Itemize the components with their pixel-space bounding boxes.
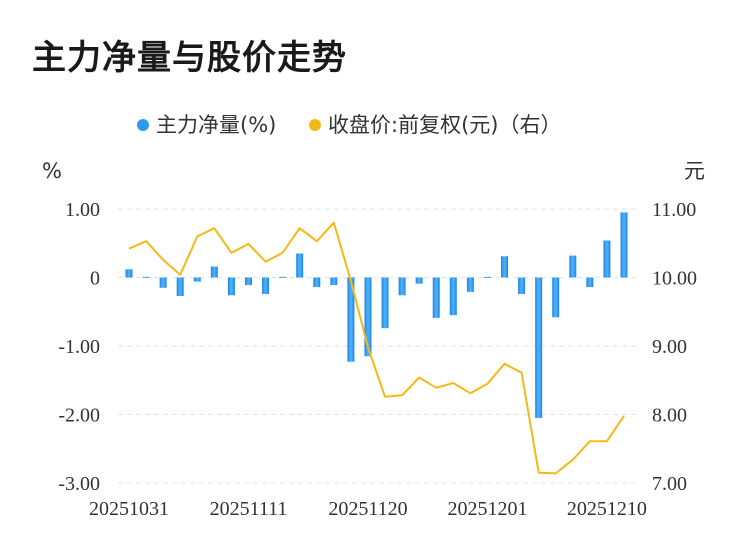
net-flow-bar <box>415 277 423 284</box>
right-tick-label: 10.00 <box>652 268 697 290</box>
net-flow-bar <box>125 269 133 278</box>
left-tick-label: -2.00 <box>58 405 100 427</box>
net-flow-bar <box>535 277 543 418</box>
left-tick-label: -3.00 <box>58 473 100 495</box>
legend-marker-net-flow <box>137 119 149 131</box>
right-tick-label: 9.00 <box>652 336 687 358</box>
net-flow-bar <box>347 277 355 362</box>
x-tick-label: 20251031 <box>89 498 169 520</box>
net-flow-bar <box>586 277 594 288</box>
net-flow-bar <box>176 277 184 296</box>
net-flow-bar <box>330 277 338 286</box>
net-flow-bar <box>518 277 526 294</box>
net-flow-bar <box>432 277 440 318</box>
net-flow-bar <box>501 256 509 278</box>
right-tick-label: 11.00 <box>652 199 696 221</box>
net-flow-bar <box>296 253 304 278</box>
net-flow-bar <box>159 277 167 288</box>
net-flow-bar <box>398 277 406 296</box>
net-flow-bar <box>466 277 474 292</box>
net-flow-bar <box>364 277 372 357</box>
net-flow-bar <box>620 212 628 278</box>
left-tick-label: 1.00 <box>65 199 100 221</box>
x-tick-label: 20251111 <box>210 498 288 520</box>
net-flow-bar <box>142 276 150 278</box>
net-flow-bar <box>262 277 270 294</box>
net-flow-bar <box>313 277 321 288</box>
right-tick-label: 8.00 <box>652 405 687 427</box>
legend-marker-close-price <box>309 119 321 131</box>
net-flow-bar <box>244 277 252 286</box>
legend-label-net-flow: 主力净量(%) <box>156 113 276 137</box>
close-price-line <box>128 221 625 475</box>
right-tick-label: 7.00 <box>652 473 687 495</box>
x-tick-label: 20251120 <box>328 498 407 520</box>
net-flow-bar <box>449 277 457 316</box>
left-tick-label: 0 <box>90 268 100 290</box>
net-flow-bar <box>227 277 235 296</box>
x-tick-label: 20251201 <box>447 498 527 520</box>
net-flow-bar <box>279 276 287 278</box>
net-flow-bar <box>381 277 389 329</box>
left-tick-label: -1.00 <box>58 336 100 358</box>
net-flow-bar <box>569 255 577 278</box>
x-tick-label: 20251210 <box>567 498 647 520</box>
net-flow-bar <box>552 277 560 318</box>
net-flow-bar <box>193 277 201 282</box>
legend-label-close-price: 收盘价:前复权(元)（右） <box>328 113 561 137</box>
net-flow-bar <box>603 240 611 278</box>
net-flow-bar <box>483 276 491 278</box>
net-flow-bar <box>210 266 218 278</box>
left-axis-unit: % <box>42 159 62 183</box>
right-axis-unit: 元 <box>684 159 705 183</box>
chart-title: 主力净量与股价走势 <box>32 38 347 78</box>
